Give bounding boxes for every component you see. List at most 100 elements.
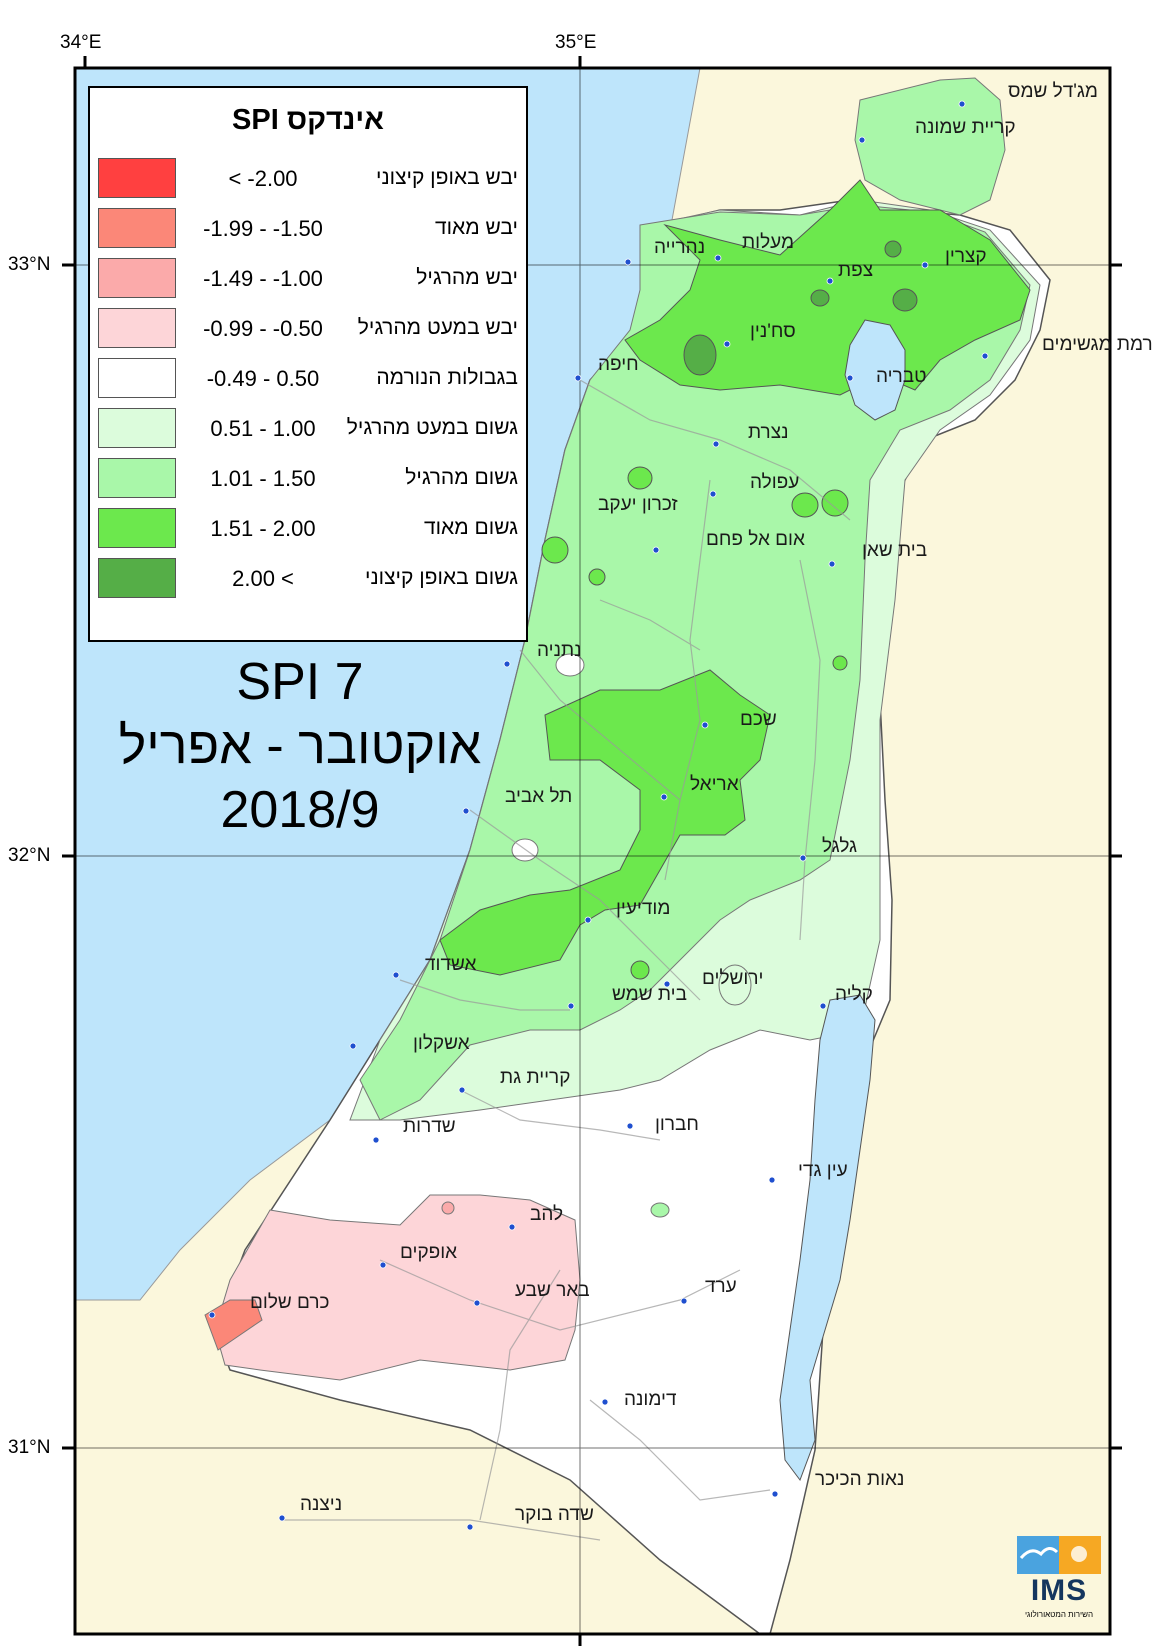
zone-slightly-dry <box>214 1194 581 1381</box>
legend-swatch <box>98 508 176 548</box>
city-label: מודיעין <box>616 898 670 919</box>
city-marker <box>846 374 854 382</box>
city-label: קליה <box>835 984 873 1005</box>
city-label: חיפה <box>598 354 639 375</box>
city-marker <box>372 1136 380 1144</box>
city-label: עפולה <box>750 472 799 493</box>
legend-range: -1.99 - -1.50 <box>203 216 323 241</box>
roads <box>280 379 851 1541</box>
city-marker <box>701 721 709 729</box>
city-label: ערד <box>705 1276 737 1297</box>
city-marker <box>712 440 720 448</box>
city-marker <box>508 1223 516 1231</box>
city-label: בית שמש <box>612 984 687 1005</box>
legend-range: -0.49 - 0.50 <box>206 366 320 391</box>
patch-dry-small <box>441 1201 455 1215</box>
city-marker <box>680 1297 688 1305</box>
city-label: מג'דל שמס <box>1008 81 1098 102</box>
city-label: מעלות <box>742 232 794 253</box>
legend-label: גשום מהרגיל <box>405 466 518 489</box>
city-marker <box>663 980 671 988</box>
legend-label: יבש במעט מהרגיל <box>357 316 518 339</box>
city-label: באר שבע <box>515 1280 590 1301</box>
legend-label: יבש באופן קיצוני <box>375 166 518 189</box>
lat-label-31: 31°N <box>8 1437 51 1458</box>
legend-row: 2.00 < גשום באופן קיצוני <box>90 558 526 600</box>
ims-logo-text: IMS <box>1030 1574 1088 1607</box>
city-label: ירושלים <box>702 968 763 989</box>
legend-swatch <box>98 158 176 198</box>
lon-label-35: 35°E <box>555 32 597 53</box>
city-marker <box>958 100 966 108</box>
legend-range: 2.00 < <box>232 566 294 591</box>
map-frame <box>73 66 1112 1636</box>
legend-label: גשום מאוד <box>423 516 518 539</box>
patch-extreme-2 <box>892 288 918 312</box>
zone-dry-kerem <box>204 1299 263 1351</box>
lat-label-33: 33°N <box>8 254 51 275</box>
city-label: כרם שלום <box>250 1292 329 1313</box>
city-label: שדרות <box>403 1116 456 1137</box>
city-marker <box>584 916 592 924</box>
city-marker <box>462 807 470 815</box>
city-label: חברון <box>655 1114 699 1135</box>
city-marker <box>349 1042 357 1050</box>
patch-wet-4 <box>541 536 569 564</box>
city-marker <box>981 352 989 360</box>
city-marker <box>723 340 731 348</box>
city-label: קריית שמונה <box>915 117 1016 138</box>
legend-row: -1.49 - -1.00 יבש מהרגיל <box>90 258 526 300</box>
city-label: נצרת <box>748 422 788 443</box>
city-marker <box>714 254 722 262</box>
legend-range: 0.51 - 1.00 <box>210 416 316 441</box>
legend-range: < -2.00 <box>228 166 298 191</box>
city-label: דימונה <box>624 1389 677 1410</box>
patch-wet-6 <box>832 655 848 671</box>
map-title: SPI 7 אוקטובר - אפריל 2018/9 <box>90 650 510 842</box>
legend-swatch <box>98 458 176 498</box>
city-marker <box>624 258 632 266</box>
city-marker <box>567 1002 575 1010</box>
legend-row: -0.49 - 0.50 בגבולות הנורמה <box>90 358 526 400</box>
legend-range: -0.99 - -0.50 <box>203 316 323 341</box>
city-label: צפת <box>838 260 873 281</box>
legend-swatch <box>98 358 176 398</box>
legend-label: יבש מהרגיל <box>416 266 518 289</box>
city-label: אשדוד <box>425 954 476 975</box>
city-label: נהרייה <box>654 237 705 258</box>
cities-layer: מג'דל שמס קריית שמונה מעלות נהרייה קצרין צפת ס… <box>208 81 1153 1531</box>
sea-of-galilee <box>844 319 906 421</box>
zone-north-golan <box>854 77 1006 216</box>
city-label: אריאל <box>690 774 739 795</box>
city-marker <box>828 560 836 568</box>
city-label: נתניה <box>537 640 582 661</box>
legend-row: 0.51 - 1.00 גשום במעט מהרגיל <box>90 408 526 450</box>
city-label: עין גדי <box>798 1160 848 1181</box>
city-marker <box>278 1514 286 1522</box>
city-label: קריית גת <box>500 1067 570 1088</box>
patch-wet-7 <box>630 960 650 980</box>
legend-label: יבש מאוד <box>434 216 518 239</box>
zone-very-wet-center <box>439 669 771 976</box>
city-marker <box>819 1002 827 1010</box>
city-label: נאות הכיכר <box>815 1469 904 1490</box>
legend-range: -1.49 - -1.00 <box>203 266 323 291</box>
city-label: אום אל פחם <box>706 529 805 550</box>
city-marker <box>826 277 834 285</box>
city-marker <box>458 1086 466 1094</box>
city-label: תל אביב <box>505 786 572 807</box>
legend-title: אינדקס SPI <box>232 104 384 136</box>
legend-row: 1.51 - 2.00 גשום מאוד <box>90 508 526 550</box>
patch-light-4 <box>650 1202 670 1218</box>
legend-swatch <box>98 408 176 448</box>
ims-logo-icon <box>1017 1536 1101 1574</box>
patch-wet-3 <box>821 489 849 517</box>
patch-extreme-4 <box>884 240 902 258</box>
title-line-index: SPI 7 <box>236 653 364 711</box>
title-line-season: 2018/9 <box>220 781 380 839</box>
legend-label: גשום באופן קיצוני <box>365 566 518 589</box>
city-label: אופקים <box>400 1242 457 1263</box>
legend-swatch <box>98 208 176 248</box>
legend-range: 1.51 - 2.00 <box>210 516 316 541</box>
patch-extreme-1 <box>683 334 717 376</box>
